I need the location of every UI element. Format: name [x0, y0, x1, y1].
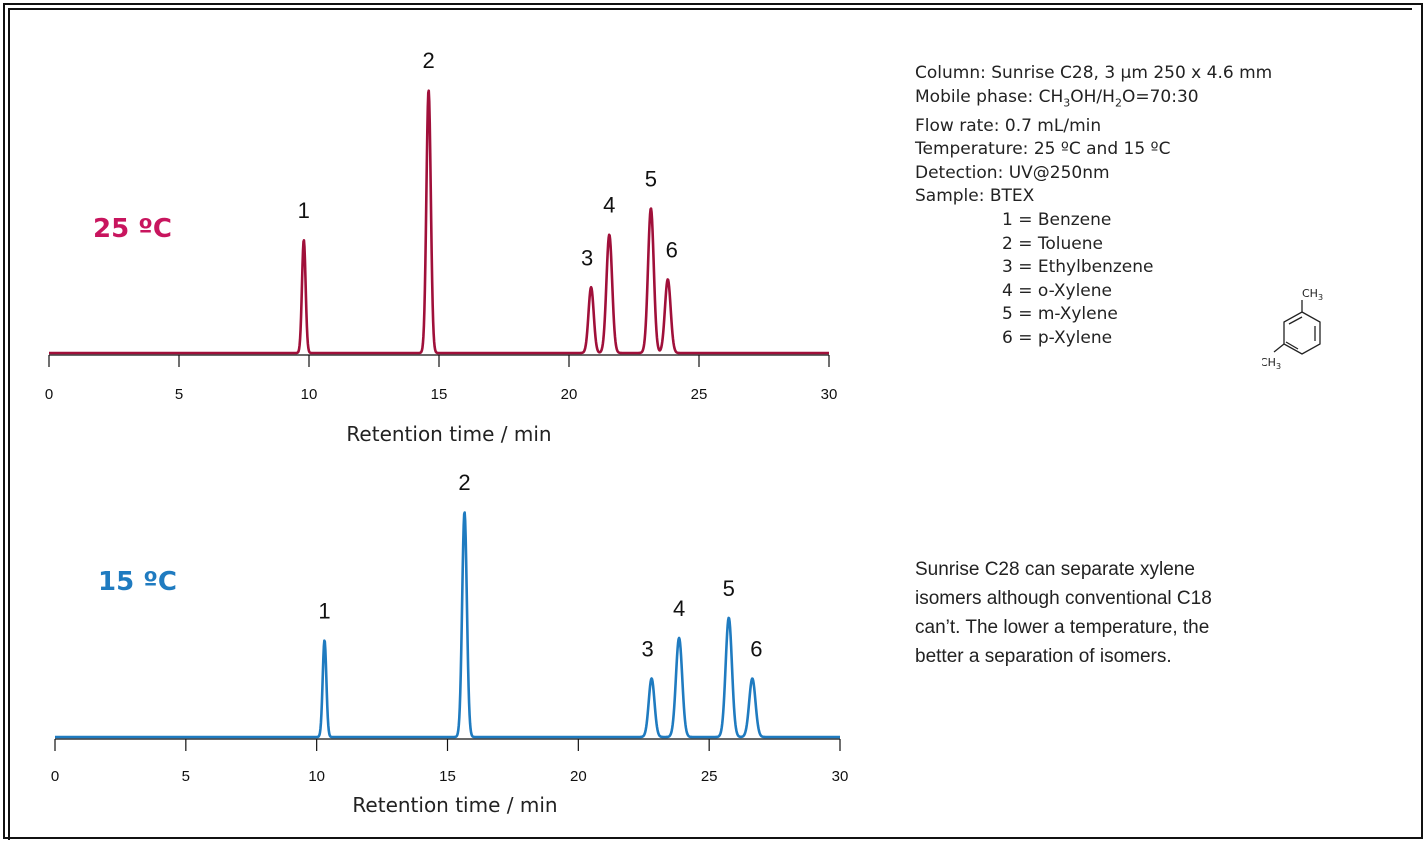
temperature-text: Temperature: 25 ºC and 15 ºC — [915, 139, 1171, 160]
x-axis-label: Retention time / min — [352, 793, 557, 817]
inner-frame — [8, 8, 1412, 840]
peak-label: 3 — [581, 245, 593, 270]
x-tick-label: 10 — [308, 768, 325, 785]
peak-label: 6 — [666, 237, 678, 262]
temperature-label: 25 ºC — [93, 214, 172, 244]
m-xylene-structure-icon: CH3 CH3 — [1262, 287, 1323, 371]
x-tick-label: 15 — [439, 768, 456, 785]
peak-label: 2 — [422, 48, 434, 73]
x-tick-label: 25 — [701, 768, 718, 785]
x-tick-label: 30 — [832, 768, 849, 785]
compound-item: 2 = Toluene — [1002, 233, 1103, 254]
compound-item: 3 = Ethylbenzene — [1002, 257, 1154, 278]
peak-label: 1 — [298, 198, 310, 223]
x-tick-label: 5 — [182, 768, 190, 785]
x-tick-label: 30 — [821, 386, 838, 403]
peak-label: 2 — [458, 470, 470, 495]
separation-note: Sunrise C28 can separate xylene isomers … — [915, 559, 1212, 667]
mobile-phase-text: Mobile phase: CH3OH/H2O=70:30 — [915, 86, 1199, 109]
temperature-label: 15 ºC — [98, 567, 177, 597]
x-tick-label: 25 — [691, 386, 708, 403]
peak-label: 4 — [673, 596, 685, 621]
detection-text: Detection: UV@250nm — [915, 162, 1110, 183]
x-tick-label: 20 — [561, 386, 578, 403]
outer-frame — [3, 3, 1423, 839]
column-text: Column: Sunrise C28, 3 µm 250 x 4.6 mm — [915, 63, 1273, 83]
peak-label: 6 — [750, 637, 762, 662]
peak-label: 5 — [723, 576, 735, 601]
svg-text:CH3: CH3 — [1262, 356, 1281, 371]
peak-label: 1 — [318, 598, 330, 623]
x-axis-label: Retention time / min — [346, 422, 551, 446]
x-tick-label: 20 — [570, 768, 587, 785]
chromatogram-trace — [54, 511, 841, 739]
sample-text: Sample: BTEX — [915, 186, 1035, 207]
compound-item: 6 = p-Xylene — [1002, 327, 1113, 348]
peak-label: 5 — [645, 166, 657, 191]
x-tick-label: 10 — [301, 386, 318, 403]
x-tick-label: 0 — [45, 386, 53, 403]
conditions-panel: Column: Sunrise C28, 3 µm 250 x 4.6 mm M… — [915, 62, 1272, 351]
compound-item: 4 = o-Xylene — [1002, 280, 1112, 301]
peak-label: 4 — [603, 193, 615, 218]
flow-rate-text: Flow rate: 0.7 mL/min — [915, 115, 1102, 136]
compound-item: 1 = Benzene — [1002, 209, 1112, 230]
x-tick-label: 15 — [431, 386, 448, 403]
chromatogram-trace — [48, 89, 830, 355]
x-tick-label: 0 — [51, 768, 59, 785]
peak-label: 3 — [641, 637, 653, 662]
svg-text:CH3: CH3 — [1302, 287, 1323, 302]
compound-item: 5 = m-Xylene — [1002, 304, 1118, 325]
x-tick-label: 5 — [175, 386, 183, 403]
